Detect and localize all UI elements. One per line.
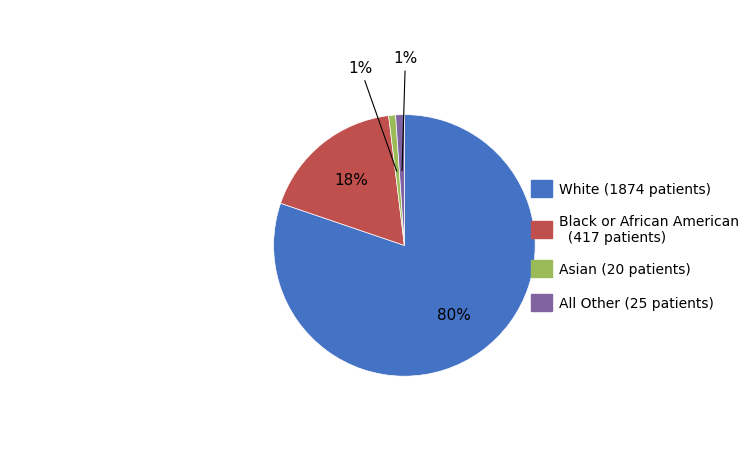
Wedge shape (280, 116, 405, 246)
Legend: White (1874 patients), Black or African American
  (417 patients), Asian (20 pat: White (1874 patients), Black or African … (526, 175, 744, 317)
Wedge shape (389, 115, 405, 246)
Text: 18%: 18% (334, 173, 368, 188)
Wedge shape (396, 115, 405, 246)
Text: 80%: 80% (437, 307, 471, 322)
Text: 1%: 1% (393, 51, 417, 171)
Text: 1%: 1% (348, 61, 397, 172)
Wedge shape (274, 115, 535, 376)
